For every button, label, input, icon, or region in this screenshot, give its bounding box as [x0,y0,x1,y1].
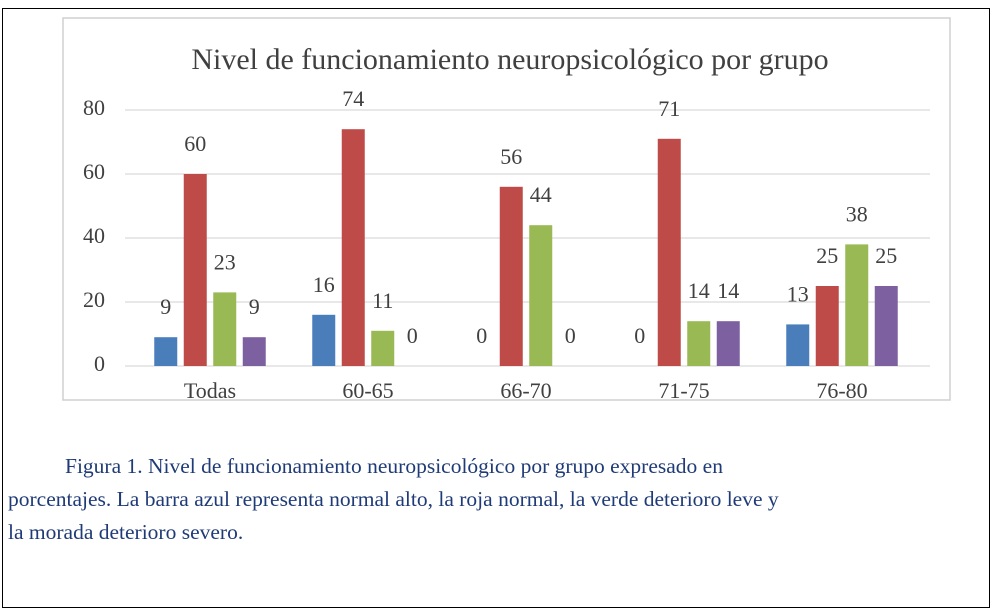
data-label: 0 [476,323,487,348]
bar [716,321,740,366]
bar [657,138,681,366]
bar [815,286,839,366]
data-label: 0 [565,323,576,348]
data-label: 9 [160,294,171,319]
bar [874,286,898,366]
chart-title: Nivel de funcionamiento neuropsicológico… [191,43,828,76]
y-tick-label: 60 [83,159,105,184]
bar [845,244,869,366]
data-label: 0 [634,323,645,348]
bar [154,337,178,366]
chart: Nivel de funcionamiento neuropsicológico… [62,17,951,403]
data-label: 16 [313,272,335,297]
data-label: 25 [816,243,838,268]
data-label: 38 [846,201,868,226]
bar [341,129,365,366]
figure-caption: Figura 1. Nivel de funcionamiento neurop… [8,450,993,549]
x-tick-label: Todas [184,378,236,403]
data-label: 25 [875,243,897,268]
bar [687,321,711,366]
caption-line: la morada deterioro severo. [8,520,244,544]
bar [183,174,207,366]
data-label: 14 [688,278,710,303]
x-tick-label: 66-70 [500,378,551,403]
x-tick-label: 76-80 [816,378,867,403]
data-label: 23 [214,249,236,274]
bar [786,324,810,366]
data-label: 44 [530,182,552,207]
data-label: 56 [500,144,522,169]
bar [242,337,266,366]
bar [371,330,395,366]
caption-line: Figura 1. Nivel de funcionamiento neurop… [65,454,723,478]
data-label: 71 [658,96,680,121]
page: Nivel de funcionamiento neuropsicológico… [2,8,993,608]
data-label: 9 [249,294,260,319]
data-label: 0 [407,323,418,348]
y-tick-label: 0 [94,351,105,376]
caption-line: porcentajes. La barra azul representa no… [8,487,779,511]
bar [529,225,553,366]
x-tick-label: 60-65 [342,378,393,403]
bar [499,186,523,366]
y-tick-label: 40 [83,223,105,248]
bar [312,314,336,366]
data-label: 13 [787,281,809,306]
data-label: 11 [372,288,393,313]
data-label: 14 [717,278,739,303]
y-tick-label: 20 [83,287,105,312]
data-label: 74 [342,86,364,111]
bar [213,292,237,366]
y-tick-label: 80 [83,95,105,120]
data-label: 60 [184,131,206,156]
x-tick-label: 71-75 [658,378,709,403]
